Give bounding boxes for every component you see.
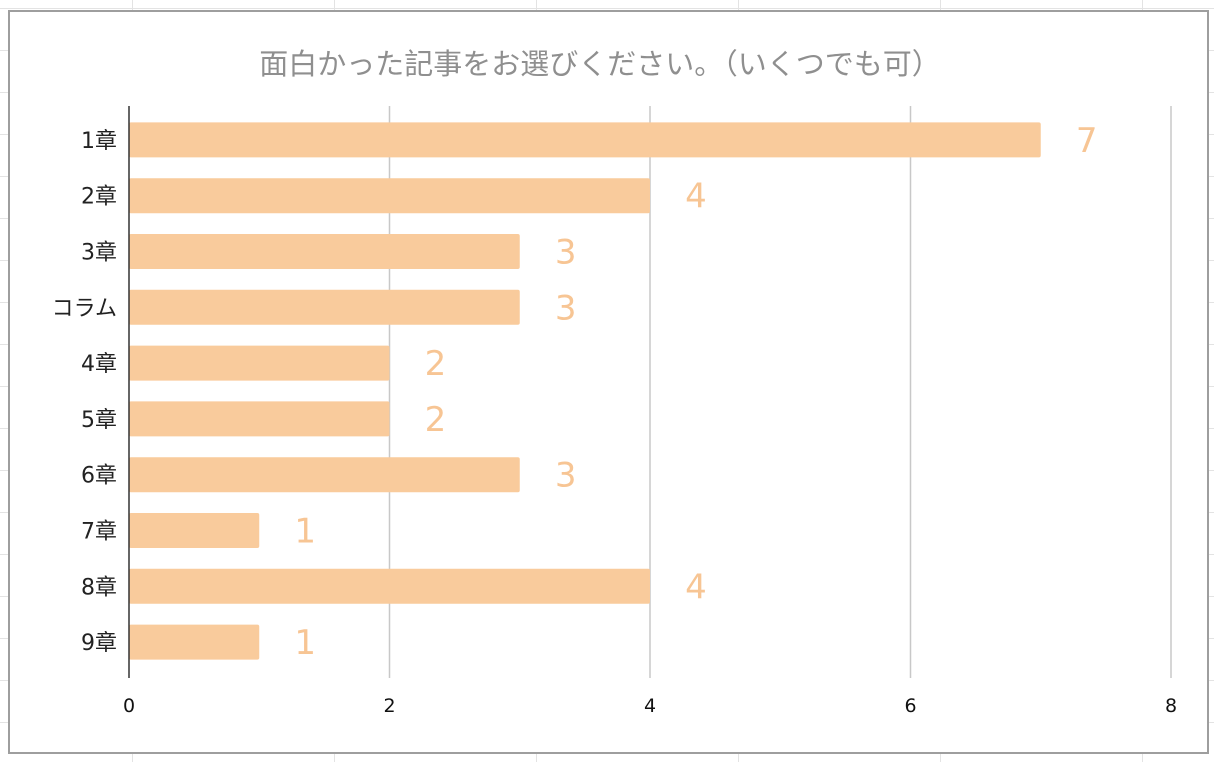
data-label: 3 — [555, 233, 577, 273]
bars — [129, 122, 1041, 660]
bar[interactable] — [129, 234, 520, 269]
data-label: 3 — [555, 456, 577, 496]
data-label: 4 — [685, 567, 707, 607]
bar[interactable] — [129, 122, 1041, 158]
category-label: 2章 — [81, 185, 117, 210]
category-label: 3章 — [81, 241, 117, 266]
category-label: 6章 — [81, 464, 117, 489]
bar[interactable] — [129, 401, 390, 437]
data-label: 2 — [425, 344, 447, 384]
category-label: 5章 — [81, 408, 117, 433]
data-label: 2 — [425, 400, 447, 440]
data-label: 1 — [294, 512, 316, 552]
x-tick-label: 2 — [383, 695, 395, 717]
bar[interactable] — [129, 289, 520, 325]
bar[interactable] — [129, 568, 650, 604]
category-label: 1章 — [81, 129, 117, 154]
bar[interactable] — [129, 513, 260, 548]
data-label: 1 — [294, 623, 316, 663]
data-label: 7 — [1076, 121, 1098, 161]
category-label: 8章 — [81, 575, 117, 600]
x-tick-label: 8 — [1165, 695, 1177, 717]
data-labels: 7 4 3 3 2 2 3 1 4 1 — [294, 121, 1097, 663]
data-label: 4 — [685, 177, 707, 217]
bar[interactable] — [129, 178, 650, 214]
category-label: 9章 — [81, 631, 117, 656]
category-label: コラム — [52, 296, 117, 321]
bar[interactable] — [129, 624, 260, 660]
category-label: 4章 — [81, 352, 117, 377]
x-tick-labels: 0 2 4 6 8 — [123, 695, 1177, 717]
x-tick-label: 4 — [644, 695, 656, 717]
data-label: 3 — [555, 288, 577, 328]
x-tick-label: 6 — [904, 695, 916, 717]
bar[interactable] — [129, 457, 520, 493]
chart-title: 面白かった記事をお選びください。（いくつでも可） — [259, 47, 941, 81]
bar[interactable] — [129, 345, 390, 381]
category-label: 7章 — [81, 520, 117, 545]
x-tick-label: 0 — [123, 695, 135, 717]
